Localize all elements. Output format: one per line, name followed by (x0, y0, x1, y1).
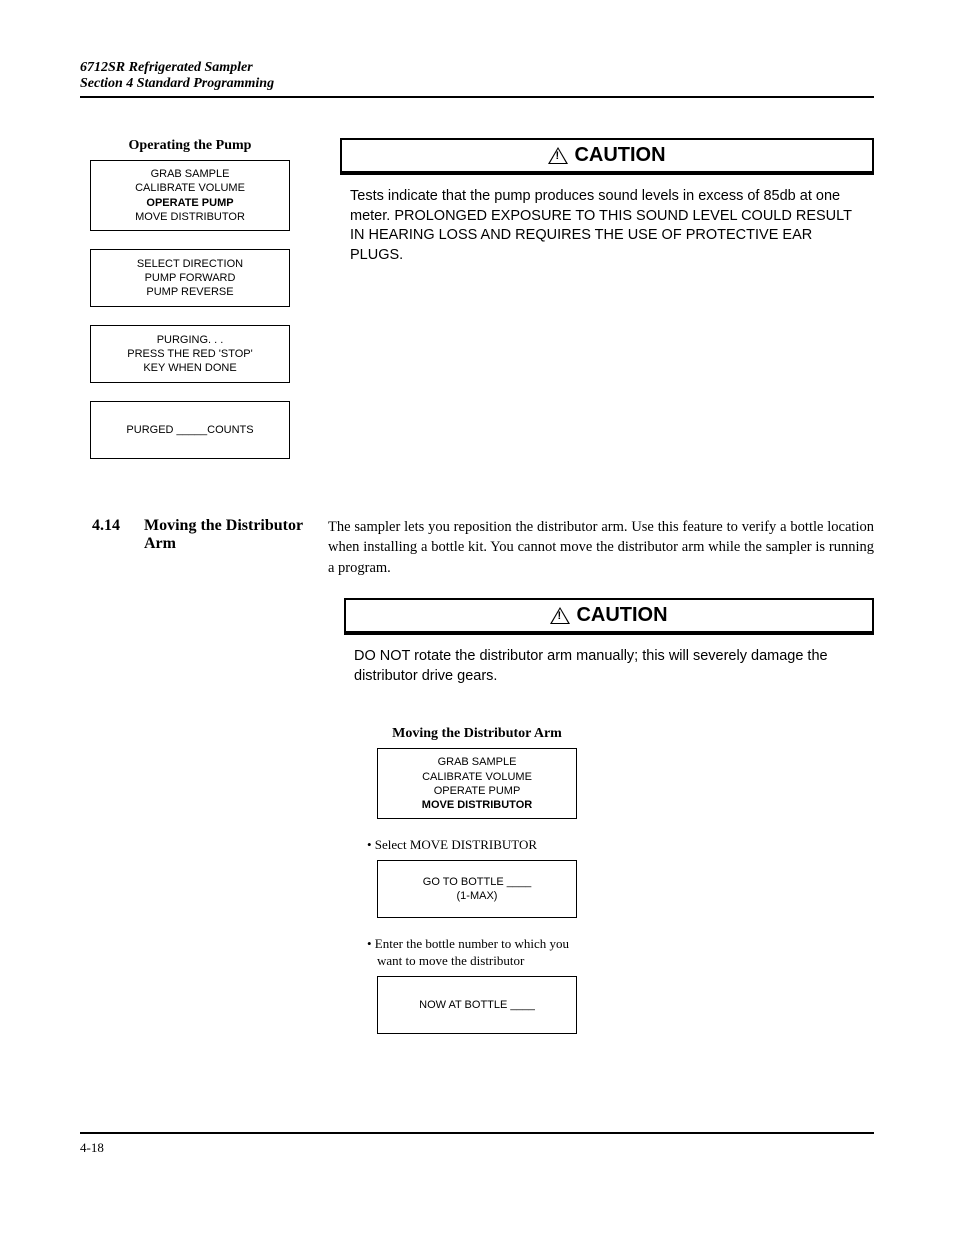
md-display-2-line: (1-MAX) (382, 889, 572, 903)
md-display-3-line: NOW AT BOTTLE ____ (382, 998, 572, 1012)
md-display-1-line: MOVE DISTRIBUTOR (382, 798, 572, 812)
md-display-2-line: GO TO BOTTLE ____ (382, 875, 572, 889)
bullet-2: • Enter the bottle number to which you w… (367, 936, 587, 970)
caution-body-2: DO NOT rotate the distributor arm manual… (344, 641, 874, 696)
page-footer: 4-18 (80, 1132, 874, 1156)
op-display-0-line: OPERATE PUMP (95, 196, 285, 210)
section-number: 4.14 (80, 517, 120, 578)
top-section: Operating the Pump GRAB SAMPLECALIBRATE … (80, 138, 874, 477)
bullet-1: • Select MOVE DISTRIBUTOR (367, 837, 587, 854)
op-display-3: PURGED _____COUNTS (90, 401, 290, 459)
op-display-3-line: PURGED _____COUNTS (95, 423, 285, 437)
op-display-2-line: PURGING. . . (95, 333, 285, 347)
op-display-2-line: PRESS THE RED 'STOP' (95, 347, 285, 361)
caution-body-1: Tests indicate that the pump produces so… (340, 181, 874, 305)
section-body: The sampler lets you reposition the dist… (328, 517, 874, 578)
moving-distributor-title: Moving the Distributor Arm (367, 726, 587, 742)
op-display-0-line: MOVE DISTRIBUTOR (95, 210, 285, 224)
caution-box-1: CAUTION (340, 138, 874, 175)
page-number: 4-18 (80, 1140, 104, 1155)
op-display-2-line: KEY WHEN DONE (95, 361, 285, 375)
op-display-0: GRAB SAMPLECALIBRATE VOLUMEOPERATE PUMPM… (90, 160, 290, 231)
md-display-1-line: CALIBRATE VOLUME (382, 770, 572, 784)
operating-pump-title: Operating the Pump (80, 138, 300, 154)
caution-label-1: CAUTION (574, 144, 665, 167)
caution1-column: CAUTION Tests indicate that the pump pro… (340, 138, 874, 305)
caution-box-2: CAUTION (344, 598, 874, 635)
operating-pump-column: Operating the Pump GRAB SAMPLECALIBRATE … (80, 138, 300, 477)
md-display-3: NOW AT BOTTLE ____ (377, 976, 577, 1034)
md-display-1: GRAB SAMPLECALIBRATE VOLUMEOPERATE PUMPM… (377, 748, 577, 819)
section-title: Moving the Distributor Arm (144, 517, 304, 578)
page-header: 6712SR Refrigerated Sampler Section 4 St… (80, 60, 874, 98)
moving-distributor-block: Moving the Distributor Arm GRAB SAMPLECA… (80, 726, 874, 1052)
section-4-14-row: 4.14 Moving the Distributor Arm The samp… (80, 517, 874, 578)
caution-header-1: CAUTION (342, 140, 872, 173)
op-display-1-line: PUMP FORWARD (95, 271, 285, 285)
caution-label-2: CAUTION (576, 604, 667, 627)
op-display-2: PURGING. . .PRESS THE RED 'STOP'KEY WHEN… (90, 325, 290, 383)
header-line-1: 6712SR Refrigerated Sampler (80, 60, 874, 76)
caution-header-2: CAUTION (346, 600, 872, 633)
op-display-0-line: GRAB SAMPLE (95, 167, 285, 181)
op-display-1-line: SELECT DIRECTION (95, 257, 285, 271)
warning-icon (548, 147, 568, 164)
header-line-2: Section 4 Standard Programming (80, 76, 874, 92)
caution2-wrapper: CAUTION DO NOT rotate the distributor ar… (344, 598, 874, 696)
md-display-2: GO TO BOTTLE ____(1-MAX) (377, 860, 577, 918)
md-display-1-line: GRAB SAMPLE (382, 755, 572, 769)
md-display-1-line: OPERATE PUMP (382, 784, 572, 798)
warning-icon (550, 607, 570, 624)
op-display-1-line: PUMP REVERSE (95, 285, 285, 299)
op-display-1: SELECT DIRECTIONPUMP FORWARDPUMP REVERSE (90, 249, 290, 307)
op-display-0-line: CALIBRATE VOLUME (95, 181, 285, 195)
